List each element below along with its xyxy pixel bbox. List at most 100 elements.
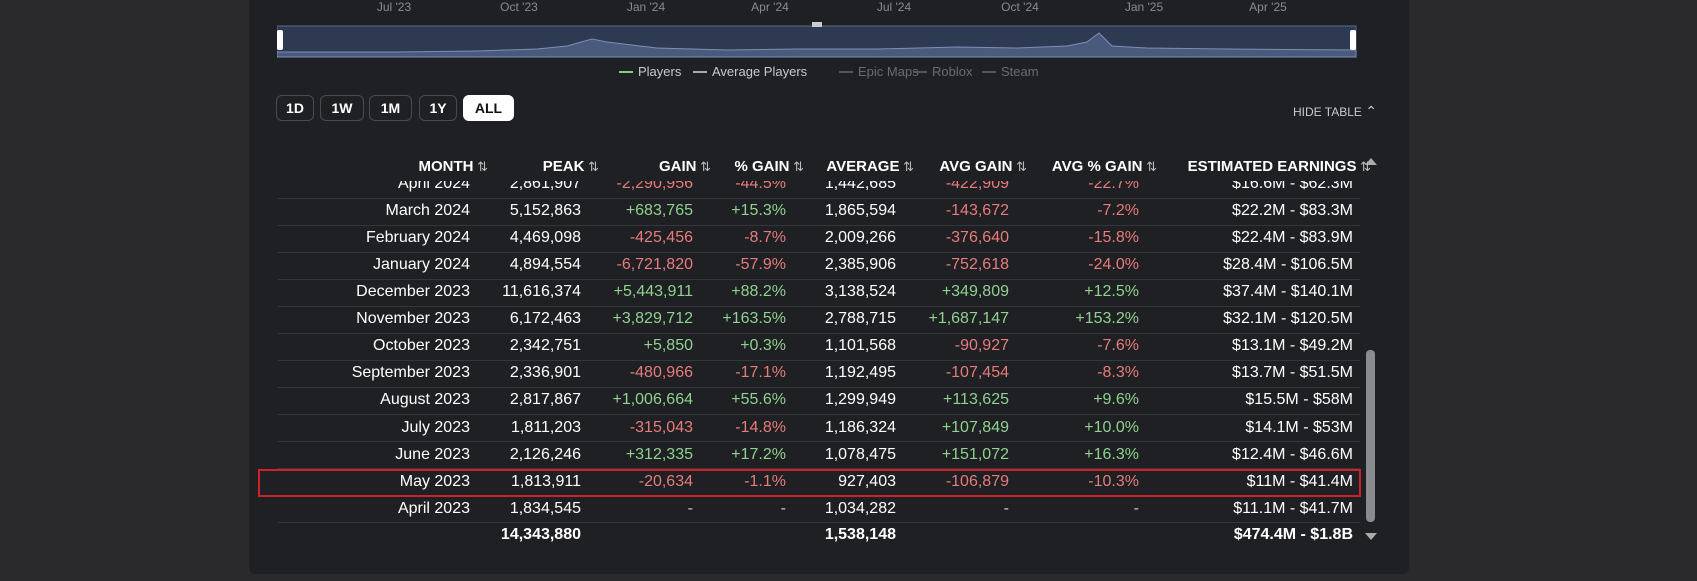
column-header[interactable]: PEAK [543, 158, 599, 175]
legend-label[interactable]: Roblox [932, 64, 973, 79]
legend-label[interactable]: Players [638, 64, 682, 79]
table-cell: -425,456 [629, 229, 693, 247]
month-cell: May 2023 [399, 472, 470, 490]
table-cell: $15.5M - $58M [1245, 391, 1353, 409]
table-cell: 1,192,495 [824, 364, 896, 382]
range-button[interactable]: 1D [276, 95, 314, 121]
column-header[interactable]: AVG GAIN [939, 158, 1027, 175]
table-cell: 2,336,901 [509, 364, 581, 382]
table-cell: +312,335 [625, 445, 693, 463]
row-divider [278, 468, 1360, 470]
row-divider [278, 441, 1360, 443]
table-cell: +3,829,712 [612, 310, 693, 328]
table-cell: 1,811,203 [511, 418, 581, 436]
table-cell: +88.2% [731, 283, 786, 301]
table-cell: 1,865,594 [824, 202, 896, 220]
table-cell: +15.3% [731, 202, 786, 220]
table-cell: +153.2% [1075, 310, 1139, 328]
table-cell: +9.6% [1093, 391, 1139, 409]
column-header[interactable]: MONTH [418, 158, 488, 175]
row-divider [278, 386, 1360, 388]
row-divider [278, 278, 1360, 280]
legend-item[interactable]: Steam [982, 64, 1039, 79]
table-cell: +5,443,911 [613, 283, 693, 301]
table-cell: -106,879 [945, 472, 1009, 490]
range-button[interactable]: 1M [369, 95, 412, 121]
navigator-handle[interactable] [1350, 30, 1356, 50]
axis-label: Jan '24 [626, 0, 666, 14]
table-cell: 2,126,246 [509, 445, 581, 463]
navigator-series [277, 32, 1357, 58]
table-cell: 927,403 [838, 472, 896, 490]
table-cell: 1,834,545 [509, 499, 581, 517]
table-cell: -14.8% [735, 418, 786, 436]
legend-item[interactable]: Roblox [913, 64, 972, 79]
navigator-handle[interactable] [277, 30, 283, 50]
table-cell: 1,101,568 [824, 337, 896, 355]
table-cell: -8.7% [744, 229, 786, 247]
row-divider [278, 359, 1360, 361]
table-cell: 6,172,463 [509, 310, 581, 328]
table-cell: +17.2% [731, 445, 786, 463]
column-header[interactable]: ESTIMATED EARNINGS [1188, 158, 1371, 175]
legend-label[interactable]: Steam [1001, 64, 1039, 79]
table-cell: 1,078,475 [824, 445, 896, 463]
legend-item[interactable]: Epic Maps [839, 64, 919, 79]
scroll-thumb[interactable] [1366, 350, 1375, 522]
range-button[interactable]: ALL [463, 95, 514, 121]
column-header[interactable]: GAIN [659, 158, 711, 175]
hide-table[interactable]: HIDE TABLE ⌃ [1293, 103, 1377, 119]
table-cell: +12.5% [1084, 283, 1139, 301]
table-cell: +151,072 [941, 445, 1009, 463]
table-cell: 1,813,911 [511, 472, 581, 490]
table-cell: +1,687,147 [928, 310, 1009, 328]
table-cell: $11M - $41.4M [1246, 472, 1353, 490]
table-cell: 4,894,554 [509, 256, 581, 274]
range-button[interactable]: 1Y [419, 95, 457, 121]
legend-label[interactable]: Epic Maps [858, 64, 919, 79]
axis-label: Oct '24 [1001, 0, 1039, 14]
column-header[interactable]: % GAIN [734, 158, 804, 175]
table-cell: $12.4M - $46.6M [1232, 445, 1353, 463]
navigator [277, 22, 1357, 58]
table-cell: $13.1M - $49.2M [1232, 337, 1353, 355]
table-cell: -17.1% [735, 364, 786, 382]
column-header[interactable]: AVERAGE [826, 158, 914, 175]
table-cell: +113,625 [943, 391, 1009, 409]
month-cell: September 2023 [351, 364, 470, 382]
table-cell: 4,469,098 [509, 229, 581, 247]
table-cell: -107,454 [945, 364, 1009, 382]
total-cell: 1,538,148 [824, 526, 896, 543]
table-cell: 11,616,374 [502, 283, 581, 301]
table-cell: 2,788,715 [824, 310, 896, 328]
table-cell: -1.1% [744, 472, 786, 490]
highlight-box [258, 469, 1361, 497]
table-cell: -20,634 [638, 472, 693, 490]
month-cell: April 2023 [397, 499, 470, 517]
legend-item[interactable]: Players [619, 64, 681, 79]
column-header[interactable]: AVG % GAIN [1052, 158, 1157, 175]
legend-label[interactable]: Average Players [712, 64, 808, 79]
month-cell: October 2023 [373, 337, 470, 355]
hide-table-label[interactable]: HIDE TABLE [1293, 105, 1362, 119]
total-cell: $474.4M - $1.8B [1233, 526, 1353, 543]
table-cell: -480,966 [629, 364, 693, 382]
scroll-up[interactable] [1365, 152, 1377, 165]
axis-label: Jul '23 [376, 0, 412, 14]
scroll-down[interactable] [1365, 533, 1377, 546]
table-cell: -6,721,820 [616, 256, 693, 274]
navigator-grip[interactable] [812, 22, 822, 27]
range-button[interactable]: 1W [320, 95, 364, 121]
axis-label: Apr '25 [1249, 0, 1287, 14]
table-body: April 2024 2,861,907 -2,290,956 -44.5% 1,442… [0, 181, 1697, 527]
table-cell: -10.3% [1088, 472, 1139, 490]
table-cell: +349,809 [941, 283, 1009, 301]
legend-item[interactable]: Average Players [693, 64, 807, 79]
table-cell: -7.6% [1097, 337, 1139, 355]
legend-swatch [619, 70, 633, 73]
table-cell: -57.9% [735, 256, 786, 274]
table-cell: $32.1M - $120.5M [1223, 310, 1353, 328]
row-divider [278, 522, 1360, 524]
table-cell: -752,618 [945, 256, 1009, 274]
